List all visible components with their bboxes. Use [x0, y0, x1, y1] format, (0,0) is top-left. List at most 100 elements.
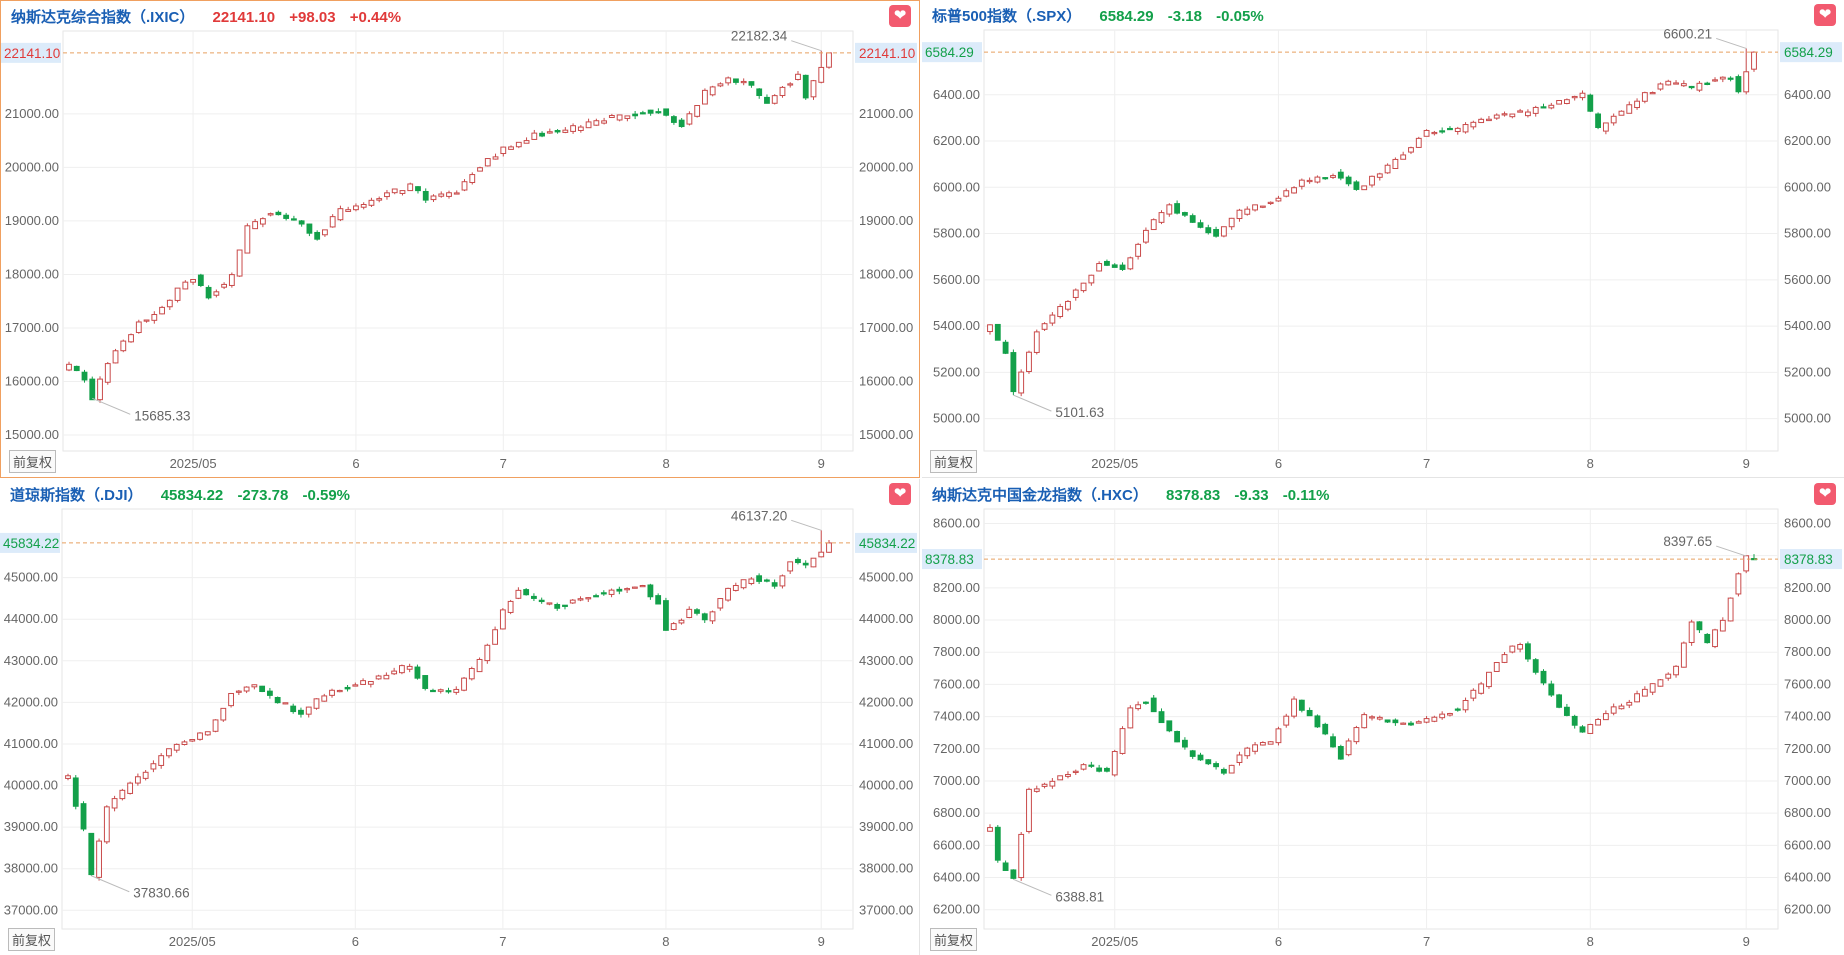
y-tick-label-right: 45000.00 [859, 570, 913, 585]
candle-body [1306, 179, 1313, 183]
candle-body [647, 584, 654, 598]
candlestick [313, 698, 320, 710]
candle-body [1197, 222, 1204, 228]
candle-body [1649, 92, 1656, 95]
candlestick [771, 94, 778, 105]
candle-body [569, 599, 576, 604]
candlestick [135, 319, 142, 334]
candle-body [430, 689, 436, 693]
candle-body [151, 314, 158, 321]
candlestick [686, 606, 693, 619]
candle-body [639, 585, 646, 588]
heart-icon[interactable]: ❤ [1814, 4, 1836, 26]
candle-body [531, 595, 537, 599]
candlestick [616, 586, 623, 595]
candle-body [987, 827, 993, 832]
candle-body [468, 668, 475, 680]
candle-body [1665, 673, 1672, 679]
candle-body [1337, 746, 1344, 760]
candle-body [1150, 219, 1157, 231]
chart-panel-ixic[interactable]: 纳斯达克综合指数（.IXIC） 22141.10 +98.03 +0.44% ❤… [0, 0, 920, 478]
candle-body [1181, 212, 1188, 216]
candle-body [1540, 106, 1547, 109]
candle-body [787, 561, 794, 572]
candle-body [391, 188, 398, 194]
y-tick-label-left: 19000.00 [5, 213, 59, 228]
candle-body [1735, 573, 1742, 595]
heart-icon[interactable]: ❤ [889, 483, 911, 505]
adjust-button[interactable]: 前复权 [930, 450, 978, 473]
candlestick [1392, 718, 1399, 726]
candlestick [1532, 105, 1539, 117]
x-tick-label: 9 [1743, 456, 1750, 471]
candle-body [1454, 127, 1461, 133]
candlestick [515, 587, 522, 600]
y-tick-label-right: 8200.00 [1784, 580, 1831, 595]
candle-body [1680, 83, 1687, 87]
candlestick-chart[interactable]: 5000.00 5000.00 5200.00 5200.00 5400.00 5400.… [922, 0, 1844, 477]
candlestick [740, 579, 747, 590]
candlestick [1657, 82, 1664, 91]
adjust-button[interactable]: 前复权 [8, 928, 56, 951]
candle-body [1525, 643, 1531, 660]
candle-body [1205, 227, 1212, 234]
candle-body [305, 706, 312, 715]
candlestick [1205, 224, 1212, 235]
candle-body [1447, 712, 1453, 716]
candlestick [337, 205, 344, 222]
index-name: 标普500指数（.SPX） [932, 8, 1082, 25]
candlestick [1252, 204, 1258, 212]
candle-body [298, 709, 304, 715]
candle-body [1540, 670, 1547, 684]
candlestick [1337, 744, 1344, 760]
heart-icon[interactable]: ❤ [889, 5, 911, 27]
current-price-tag-left [1, 42, 61, 63]
candle-body [344, 686, 351, 690]
y-tick-label-right: 19000.00 [859, 213, 913, 228]
candlestick [1322, 177, 1329, 180]
candlestick-chart[interactable]: 6200.00 6200.00 6400.00 6400.00 6600.00 6600.… [922, 479, 1844, 955]
candlestick [1033, 329, 1040, 355]
chart-panel-spx[interactable]: 标普500指数（.SPX） 6584.29 -3.18 -0.05% ❤ 500… [922, 0, 1844, 478]
candle-body [1649, 683, 1656, 693]
candlestick [1330, 733, 1336, 748]
chart-panel-dji[interactable]: 道琼斯指数（.DJI） 45834.22 -273.78 -0.59% ❤ 37… [0, 479, 920, 955]
y-tick-label-right: 8000.00 [1784, 612, 1831, 627]
candle-body [1493, 662, 1500, 672]
candlestick [329, 688, 335, 698]
candle-body [437, 689, 444, 692]
candle-body [1041, 323, 1048, 330]
candle-body [1548, 104, 1555, 109]
y-tick-label-left: 7200.00 [933, 741, 980, 756]
heart-icon[interactable]: ❤ [1814, 483, 1836, 505]
candlestick [182, 280, 189, 290]
candle-body [1220, 768, 1227, 774]
candlestick [1283, 188, 1290, 198]
x-tick-label: 7 [499, 934, 506, 949]
chart-panel-hxc[interactable]: 纳斯达克中国金龙指数（.HXC） 8378.83 -9.33 -0.11% ❤ … [922, 479, 1844, 955]
candlestick [159, 305, 165, 315]
candlestick [283, 212, 290, 221]
candlestick-chart[interactable]: 15000.00 15000.00 16000.00 16000.00 17000.00… [1, 1, 919, 477]
adjust-button[interactable]: 前复权 [9, 450, 57, 473]
candlestick [81, 369, 88, 383]
candlestick [1166, 720, 1173, 733]
candlestick [244, 223, 251, 254]
y-tick-label-right: 7400.00 [1784, 709, 1831, 724]
candlestick [1743, 48, 1750, 95]
plot-area [62, 30, 854, 452]
y-tick-label-right: 41000.00 [859, 736, 913, 751]
index-change-pct: +0.44% [349, 9, 402, 26]
y-tick-label-right: 6800.00 [1784, 805, 1831, 820]
candle-body [453, 192, 460, 195]
candle-body [670, 623, 677, 630]
candlestick [1486, 671, 1492, 689]
candlestick [670, 622, 677, 631]
candlestick [1470, 688, 1477, 702]
candlestick [344, 685, 351, 692]
candlestick [1096, 261, 1103, 272]
adjust-button[interactable]: 前复权 [930, 928, 978, 951]
current-price-tag-right [1780, 42, 1842, 63]
candlestick-chart[interactable]: 37000.00 37000.00 38000.00 38000.00 39000.00… [0, 479, 919, 955]
index-price: 45834.22 [160, 487, 224, 504]
